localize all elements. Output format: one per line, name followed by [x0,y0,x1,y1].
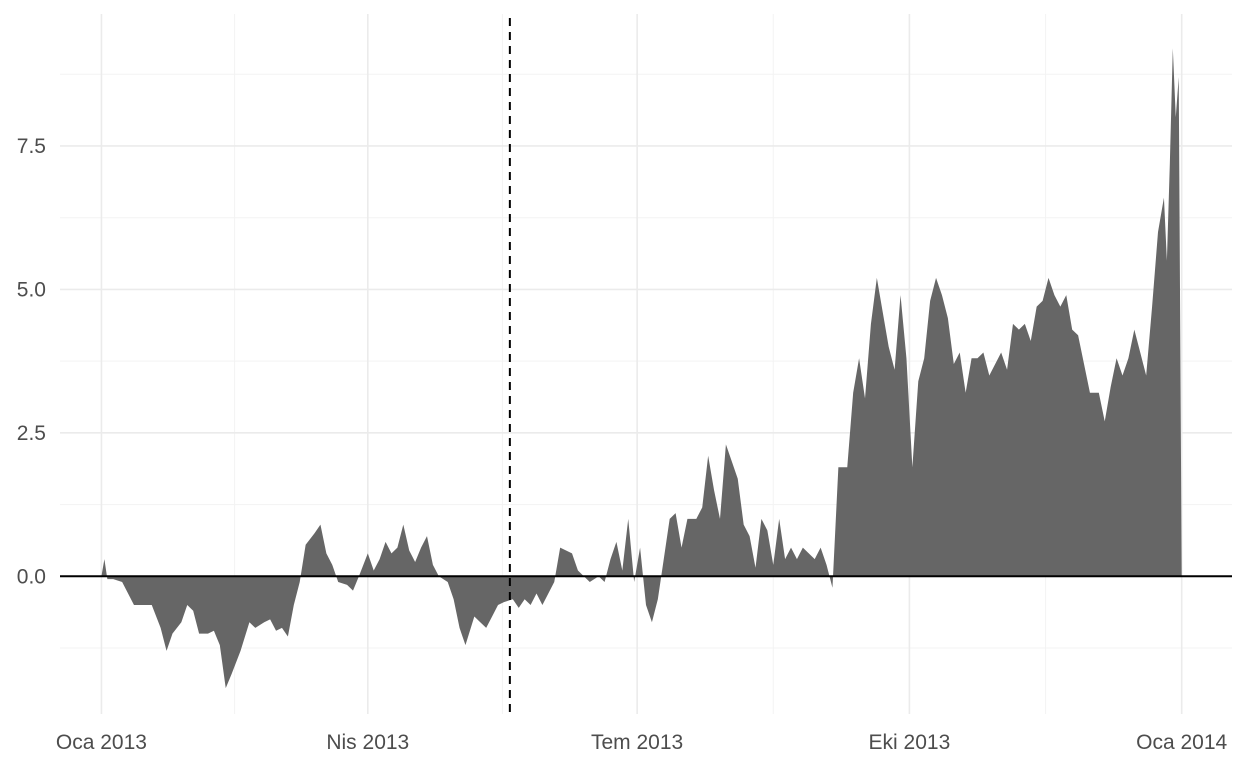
x-tick-label: Eki 2013 [869,731,951,754]
x-axis-tick-labels: Oca 2013 Nis 2013 Tem 2013 Eki 2013 Oca 2014 [56,731,1228,754]
x-tick-label: Oca 2014 [1136,731,1227,754]
x-tick-label: Oca 2013 [56,731,147,754]
y-tick-label: 5.0 [17,278,46,301]
x-tick-label: Tem 2013 [591,731,683,754]
area-series [101,48,1182,689]
y-axis-tick-labels: 0.0 2.5 5.0 7.5 [17,135,46,588]
minor-gridlines [60,14,1232,714]
y-tick-label: 7.5 [17,135,46,158]
x-tick-label: Nis 2013 [326,731,409,754]
area-fill [101,48,1182,689]
y-tick-label: 0.0 [17,565,46,588]
y-tick-label: 2.5 [17,422,46,445]
